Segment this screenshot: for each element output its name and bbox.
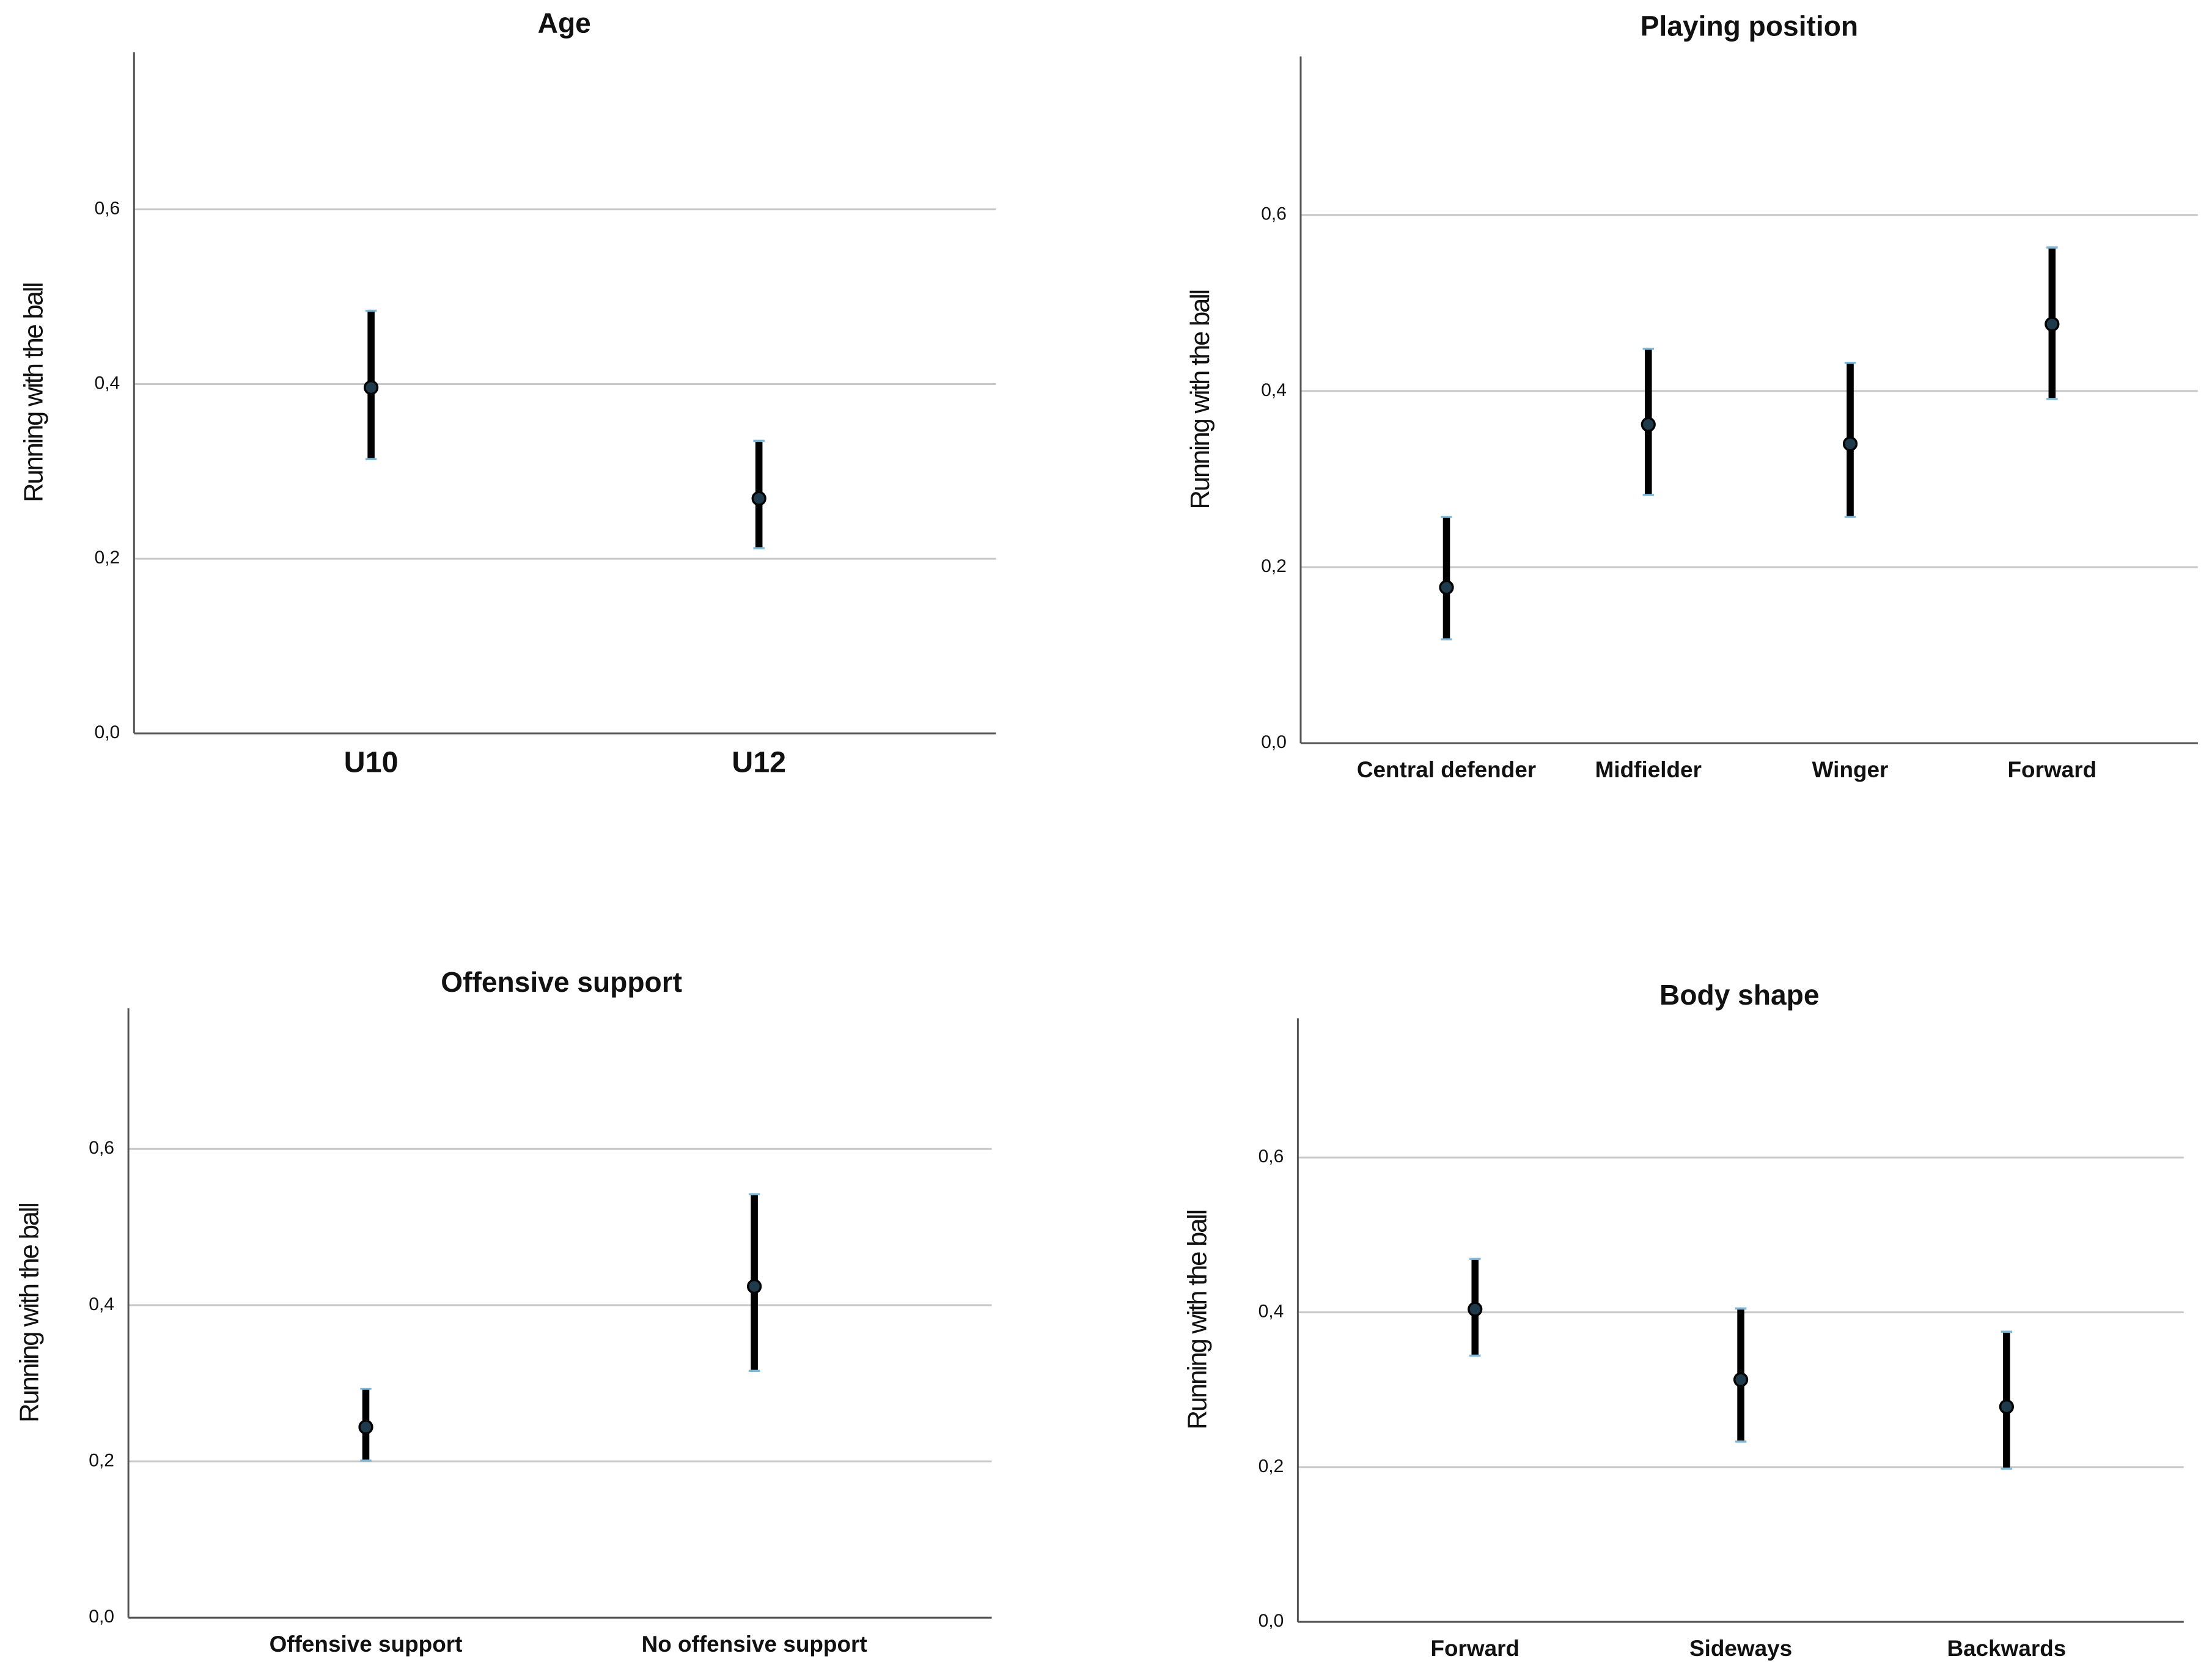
chart-title: Body shape (1659, 979, 1820, 1011)
y-axis-label: Running with the ball (1182, 1211, 1212, 1430)
mean-marker (363, 380, 379, 395)
chart-title: Age (538, 7, 591, 39)
mean-marker (1439, 580, 1454, 595)
y-tick-label: 0,4 (89, 1294, 114, 1314)
y-axis-label: Running with the ball (1185, 290, 1215, 510)
chart-title: Playing position (1641, 10, 1858, 42)
y-axis-label: Running with the ball (18, 283, 48, 502)
x-tick-label: Offensive support (270, 1632, 463, 1657)
y-tick-label: 0,2 (95, 548, 120, 568)
y-tick-label: 0,4 (95, 373, 120, 393)
x-tick-label: U10 (344, 746, 399, 779)
x-tick-label: No offensive support (642, 1632, 867, 1657)
y-tick-label: 0,2 (89, 1450, 114, 1470)
x-tick-label: Winger (1812, 757, 1889, 782)
y-tick-label: 0,0 (95, 722, 120, 742)
mean-marker (358, 1420, 373, 1435)
y-tick-label: 0,0 (1258, 1611, 1284, 1631)
x-tick-label: Midfielder (1595, 757, 1702, 782)
chart-title: Offensive support (441, 966, 682, 998)
mean-marker (1842, 436, 1858, 452)
y-tick-label: 0,0 (89, 1607, 114, 1627)
y-tick-label: 0,6 (89, 1138, 114, 1158)
x-tick-label: U12 (732, 746, 786, 779)
mean-marker (1999, 1399, 2015, 1415)
mean-marker (1733, 1372, 1749, 1387)
y-tick-label: 0,0 (1261, 732, 1287, 752)
x-tick-label: Forward (2008, 757, 2097, 782)
y-axis-label: Running with the ball (14, 1203, 44, 1423)
x-tick-label: Backwards (1947, 1636, 2066, 1661)
y-tick-label: 0,2 (1261, 556, 1287, 576)
y-tick-label: 0,6 (95, 199, 120, 219)
x-tick-label: Forward (1430, 1636, 1519, 1661)
x-tick-label: Sideways (1689, 1636, 1792, 1661)
y-tick-label: 0,6 (1261, 204, 1287, 224)
mean-marker (2045, 317, 2060, 332)
y-tick-label: 0,4 (1258, 1302, 1284, 1322)
mean-marker (1641, 417, 1656, 432)
y-tick-label: 0,2 (1258, 1456, 1284, 1476)
mean-marker (751, 491, 766, 506)
mean-marker (1468, 1302, 1483, 1317)
y-tick-label: 0,4 (1261, 380, 1287, 400)
y-tick-label: 0,6 (1258, 1146, 1284, 1167)
mean-marker (747, 1279, 762, 1294)
x-tick-label: Central defender (1357, 757, 1536, 782)
